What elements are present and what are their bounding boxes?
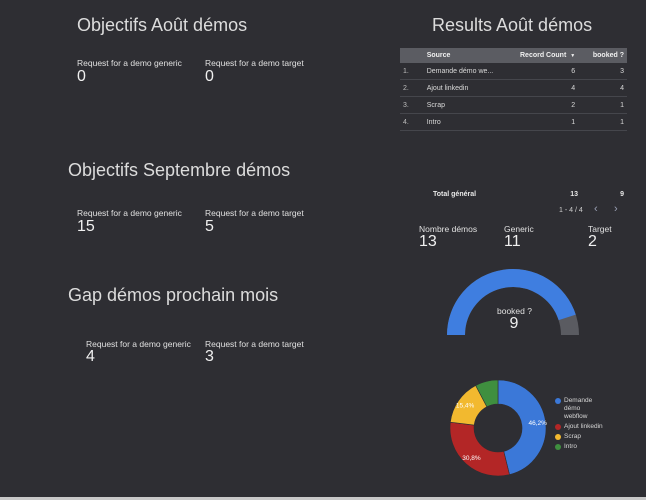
legend-color-dot [555, 434, 561, 440]
table-row: 2. Ajout linkedin 4 4 [400, 79, 627, 97]
septembre-target-label: Request for a demo target [205, 208, 304, 218]
row-index: 3. [400, 96, 424, 114]
gap-target-value: 3 [205, 348, 214, 365]
septembre-section-title: Objectifs Septembre démos [68, 160, 291, 180]
header-record-count[interactable]: Record Count ▼ [512, 48, 579, 63]
aout-section-title: Objectifs Août démos [77, 15, 248, 35]
row-count: 2 [512, 96, 579, 114]
nombre-demos-value: 13 [419, 233, 437, 250]
aout-target-label: Request for a demo target [205, 58, 304, 68]
target-value: 2 [588, 233, 597, 250]
total-count: 13 [570, 191, 578, 198]
header-source[interactable]: Source [423, 48, 512, 63]
row-count: 4 [512, 79, 579, 97]
generic-label: Generic [504, 224, 534, 234]
septembre-target-value: 5 [205, 218, 214, 235]
gap-target-label: Request for a demo target [205, 339, 304, 349]
table-row: 1. Demande démo we... 6 3 [400, 63, 627, 80]
legend-label: Demande démo webflow [564, 397, 593, 420]
generic-value: 11 [504, 233, 521, 250]
total-label: Total général [433, 191, 477, 198]
gauge-label: booked ? [497, 306, 532, 316]
booked-gauge [447, 269, 579, 336]
header-booked[interactable]: booked ? [578, 48, 627, 63]
row-source: Scrap [423, 96, 512, 114]
source-donut-chart: 46,2% 30,8% 15,4% [449, 379, 547, 477]
gauge-value: 9 [509, 315, 519, 332]
table-row: 3. Scrap 2 1 [400, 96, 627, 114]
row-source: Demande démo we... [423, 63, 512, 80]
aout-generic-label: Request for a demo generic [77, 58, 182, 68]
results-section-title: Results Août démos [432, 15, 593, 35]
donut-data-label: 46,2% [528, 420, 547, 427]
row-source: Intro [423, 113, 512, 131]
donut-data-label: 15,4% [456, 402, 475, 409]
table-row: 4. Intro 1 1 [400, 113, 627, 131]
row-index: 4. [400, 113, 424, 131]
table-header-row: Source Record Count ▼ booked ? [400, 48, 627, 63]
legend-label: Scrap [564, 433, 581, 440]
header-record-count-label: Record Count [520, 52, 567, 59]
chart-legend: Demande démo webflow Ajout linkedin Scrap I… [555, 397, 635, 467]
sort-desc-icon: ▼ [570, 53, 576, 59]
next-page-icon[interactable]: › [614, 203, 618, 215]
legend-color-dot [555, 444, 561, 450]
target-label: Target [588, 224, 612, 234]
row-booked: 3 [578, 63, 627, 80]
bottom-bar [0, 497, 646, 500]
donut-slice[interactable] [497, 379, 547, 475]
gap-generic-value: 4 [86, 348, 95, 365]
row-count: 6 [512, 63, 579, 80]
pagination-text: 1 - 4 / 4 [559, 207, 583, 214]
results-table: Source Record Count ▼ booked ? 1. Demand… [400, 48, 627, 131]
row-booked: 4 [578, 79, 627, 97]
legend-color-dot [555, 424, 561, 430]
donut-slice[interactable] [475, 379, 499, 408]
row-count: 1 [512, 113, 579, 131]
row-index: 2. [400, 79, 424, 97]
legend-label: Intro [564, 443, 578, 450]
row-source: Ajout linkedin [423, 79, 512, 97]
gap-generic-label: Request for a demo generic [86, 339, 191, 349]
donut-slice[interactable] [449, 421, 510, 477]
gauge-fill [447, 269, 576, 336]
total-booked: 9 [620, 191, 624, 198]
row-booked: 1 [578, 113, 627, 131]
prev-page-icon[interactable]: ‹ [594, 203, 598, 215]
nombre-demos-label: Nombre démos [419, 224, 478, 234]
header-index [400, 48, 424, 63]
legend-label: Ajout linkedin [564, 423, 603, 430]
septembre-generic-label: Request for a demo generic [77, 208, 182, 218]
row-index: 1. [400, 63, 424, 80]
legend-color-dot [555, 398, 561, 404]
donut-data-label: 30,8% [462, 455, 481, 462]
septembre-generic-value: 15 [77, 218, 95, 235]
row-booked: 1 [578, 96, 627, 114]
aout-target-value: 0 [205, 68, 214, 85]
aout-generic-value: 0 [77, 68, 86, 85]
gap-section-title: Gap démos prochain mois [68, 285, 279, 305]
